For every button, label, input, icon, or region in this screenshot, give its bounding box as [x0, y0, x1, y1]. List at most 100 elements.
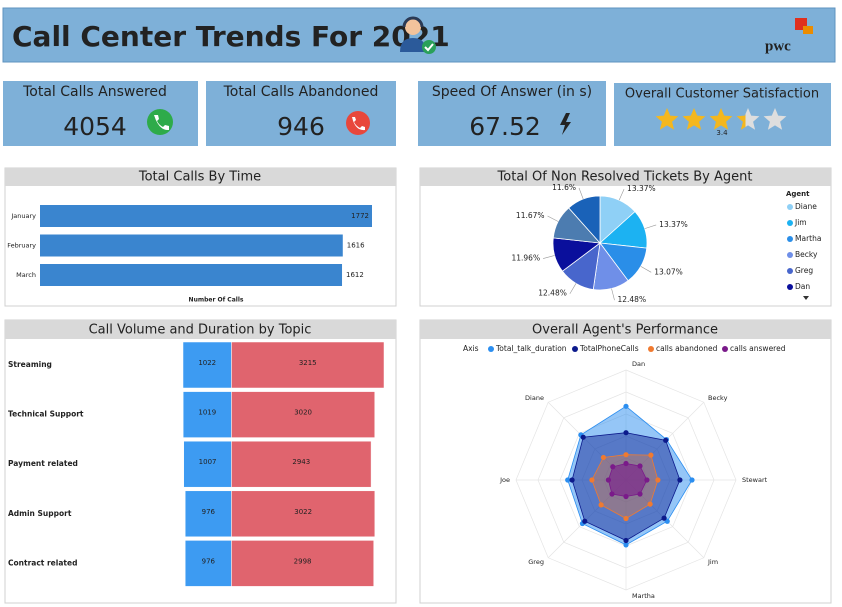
radar-point [589, 477, 595, 483]
legend-scroll[interactable] [803, 296, 809, 300]
kpi-label: Total Calls Abandoned [223, 84, 379, 100]
panel-title-bar [5, 168, 396, 186]
kpi-box [418, 81, 606, 146]
data-label: 976 [202, 508, 216, 516]
legend-label: Martha [795, 234, 821, 243]
star [682, 108, 706, 130]
bar [184, 490, 232, 538]
rating-stars [655, 108, 787, 130]
bar [40, 205, 372, 227]
y-tick-label: Admin Support [8, 509, 72, 518]
radar-point [648, 452, 654, 458]
radar-point [661, 515, 667, 521]
data-label: 3215 [299, 359, 317, 367]
chart-title: Total Calls By Time [138, 170, 261, 185]
kpi-value: 4054 [63, 112, 127, 141]
legend-marker [722, 346, 728, 352]
bar [231, 490, 376, 538]
radar-point [605, 477, 612, 483]
radar-point [623, 452, 629, 458]
y-tick-label: Contract related [8, 558, 77, 567]
legend-marker [787, 284, 793, 290]
legend-marker [787, 220, 793, 226]
legend-label: Jim [794, 218, 807, 227]
data-label: 1007 [199, 458, 217, 466]
data-label: 3020 [294, 409, 312, 417]
panel-title-bar [420, 168, 831, 186]
legend-label: Becky [795, 250, 818, 259]
y-tick-label: Payment related [8, 459, 78, 468]
star [736, 108, 760, 130]
axis-label: Martha [632, 592, 655, 600]
radar-point [623, 460, 629, 467]
axis-label: Greg [528, 558, 544, 566]
radar-point [637, 491, 643, 497]
bar [231, 540, 374, 587]
radar-point [623, 403, 629, 409]
data-label: 13.37% [659, 220, 688, 229]
bar [40, 234, 343, 257]
legend-marker [787, 252, 793, 258]
header-title: Call Center Trends For 2021 [12, 20, 450, 53]
legend-marker [572, 346, 578, 352]
legend-title: Agent [786, 190, 810, 198]
pwc-logo: pwc [765, 18, 813, 54]
bar [184, 540, 232, 587]
speed-icon [560, 113, 571, 135]
data-label: 11.67% [516, 211, 545, 220]
kpi-value: 946 [277, 112, 325, 141]
chart-title: Call Volume and Duration by Topic [89, 323, 312, 338]
radar-point [610, 464, 616, 470]
radar-point [623, 537, 629, 544]
kpi-label: Speed Of Answer (in s) [432, 84, 592, 100]
axis-label: Joe [499, 476, 510, 484]
legend-label: TotalPhoneCalls [579, 344, 639, 353]
header-box [2, 7, 836, 63]
axis-label: Diane [525, 394, 544, 402]
bar [231, 391, 375, 438]
leader-line [640, 266, 652, 273]
data-label: 2943 [292, 458, 310, 466]
y-tick-label: February [7, 242, 36, 250]
radar-point [644, 477, 650, 483]
radar-point [623, 515, 629, 522]
data-label: 12.48% [617, 295, 646, 304]
radar-point [598, 502, 604, 508]
radar-point [637, 463, 643, 469]
data-label: 13.37% [627, 184, 656, 193]
bar [231, 341, 385, 389]
data-label: 976 [202, 557, 216, 565]
axis-label: Jim [707, 558, 718, 566]
data-label: 1022 [198, 359, 216, 367]
radar-point [565, 477, 571, 483]
kpi-label: Total Calls Answered [22, 84, 167, 100]
chart-title: Total Of Non Resolved Tickets By Agent [497, 170, 753, 185]
x-axis-label: Number Of Calls [189, 297, 244, 304]
legend-label: Dan [795, 282, 810, 291]
data-label: 1772 [351, 212, 369, 220]
radar-point [609, 491, 615, 497]
legend-label: calls abandoned [656, 344, 718, 353]
legend-marker [488, 346, 494, 352]
y-tick-label: March [16, 271, 36, 279]
data-label: 1612 [346, 271, 364, 279]
legend-marker [648, 346, 654, 352]
radar-point [580, 434, 586, 440]
bar [182, 391, 232, 438]
panel-title-bar [5, 320, 396, 339]
leader-line [543, 255, 555, 259]
legend-label: Total_talk_duration [495, 344, 567, 353]
bar [40, 264, 343, 286]
radar-point [655, 477, 661, 483]
legend-marker [787, 268, 793, 274]
data-label: 1616 [347, 242, 365, 250]
legend-label: calls answered [730, 344, 786, 353]
star [655, 108, 679, 130]
logo-text: pwc [765, 38, 791, 54]
axis-label: Stewart [742, 476, 768, 484]
leader-line [569, 283, 577, 294]
agent-icon [400, 16, 436, 54]
radar-point [569, 477, 575, 483]
radar-point [647, 501, 653, 507]
rating-label: 3.4 [716, 129, 728, 137]
